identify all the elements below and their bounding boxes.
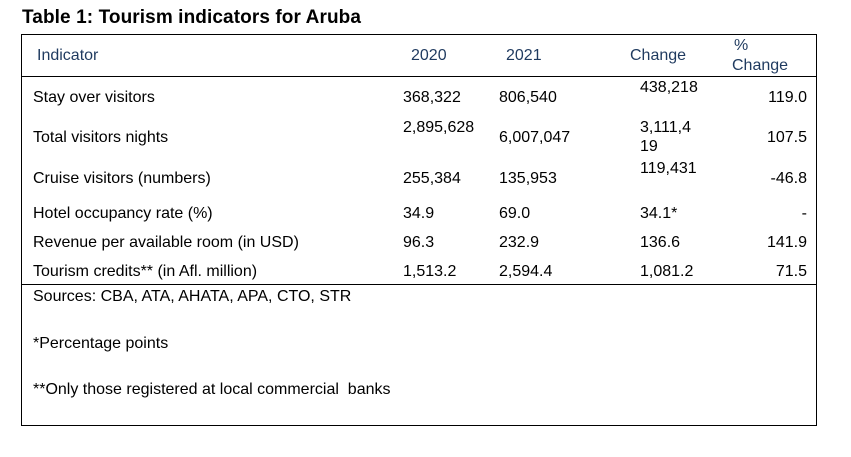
row-1-2020: 368,322 [403, 89, 461, 106]
row-1-change: 438,218 [640, 79, 698, 96]
table-frame [21, 34, 817, 426]
row-2-pct-change: 107.5 [766, 129, 807, 146]
row-5-indicator: Revenue per available room (in USD) [33, 234, 299, 251]
row-2-2020: 2,895,628 [403, 119, 475, 136]
header-indicator: Indicator [37, 47, 99, 64]
header-change: Change [630, 47, 687, 64]
header-divider [21, 76, 817, 77]
row-6-indicator: Tourism credits** (in Afl. million) [33, 263, 258, 280]
row-6-change: 1,081.2 [640, 263, 694, 280]
sources-note: Sources: CBA, ATA, AHATA, APA, CTO, STR [33, 288, 352, 305]
row-1-2021: 806,540 [499, 89, 557, 106]
row-3-2020: 255,384 [403, 170, 461, 187]
footnote-percentage-points: *Percentage points [33, 335, 169, 352]
row-4-2020: 34.9 [403, 205, 435, 222]
row-1-pct-change: 119.0 [768, 89, 807, 106]
row-5-2020: 96.3 [403, 234, 435, 251]
row-5-pct-change: 141.9 [766, 234, 807, 251]
row-2-2021: 6,007,047 [499, 129, 571, 146]
row-3-pct-change: -46.8 [770, 170, 807, 187]
row-2-indicator: Total visitors nights [33, 129, 169, 146]
header-2021: 2021 [506, 47, 542, 64]
row-6-pct-change: 71.5 [775, 263, 807, 280]
row-3-indicator: Cruise visitors (numbers) [33, 170, 211, 187]
row-3-change: 119,431 [640, 160, 697, 177]
row-1-indicator: Stay over visitors [33, 89, 155, 106]
row-3-2021: 135,953 [499, 170, 557, 187]
row-4-2021: 69.0 [499, 205, 531, 222]
row-4-change: 34.1* [640, 205, 678, 222]
row-2-change: 3,111,419 [640, 119, 692, 155]
row-5-2021: 232.9 [499, 234, 540, 251]
header-pct-symbol: % [734, 37, 749, 54]
row-6-2020: 1,513.2 [403, 263, 457, 280]
footnote-commercial-banks: **Only those registered at local commerc… [33, 381, 391, 398]
header-pct-change: Change [732, 57, 789, 74]
row-6-2021: 2,594.4 [499, 263, 553, 280]
row-5-change: 136.6 [640, 234, 681, 251]
header-2020: 2020 [411, 47, 447, 64]
row-4-pct-change: - [801, 205, 807, 222]
row-4-indicator: Hotel occupancy rate (%) [33, 205, 213, 222]
sources-divider [21, 284, 817, 285]
table-title: Table 1: Tourism indicators for Aruba [22, 7, 362, 28]
